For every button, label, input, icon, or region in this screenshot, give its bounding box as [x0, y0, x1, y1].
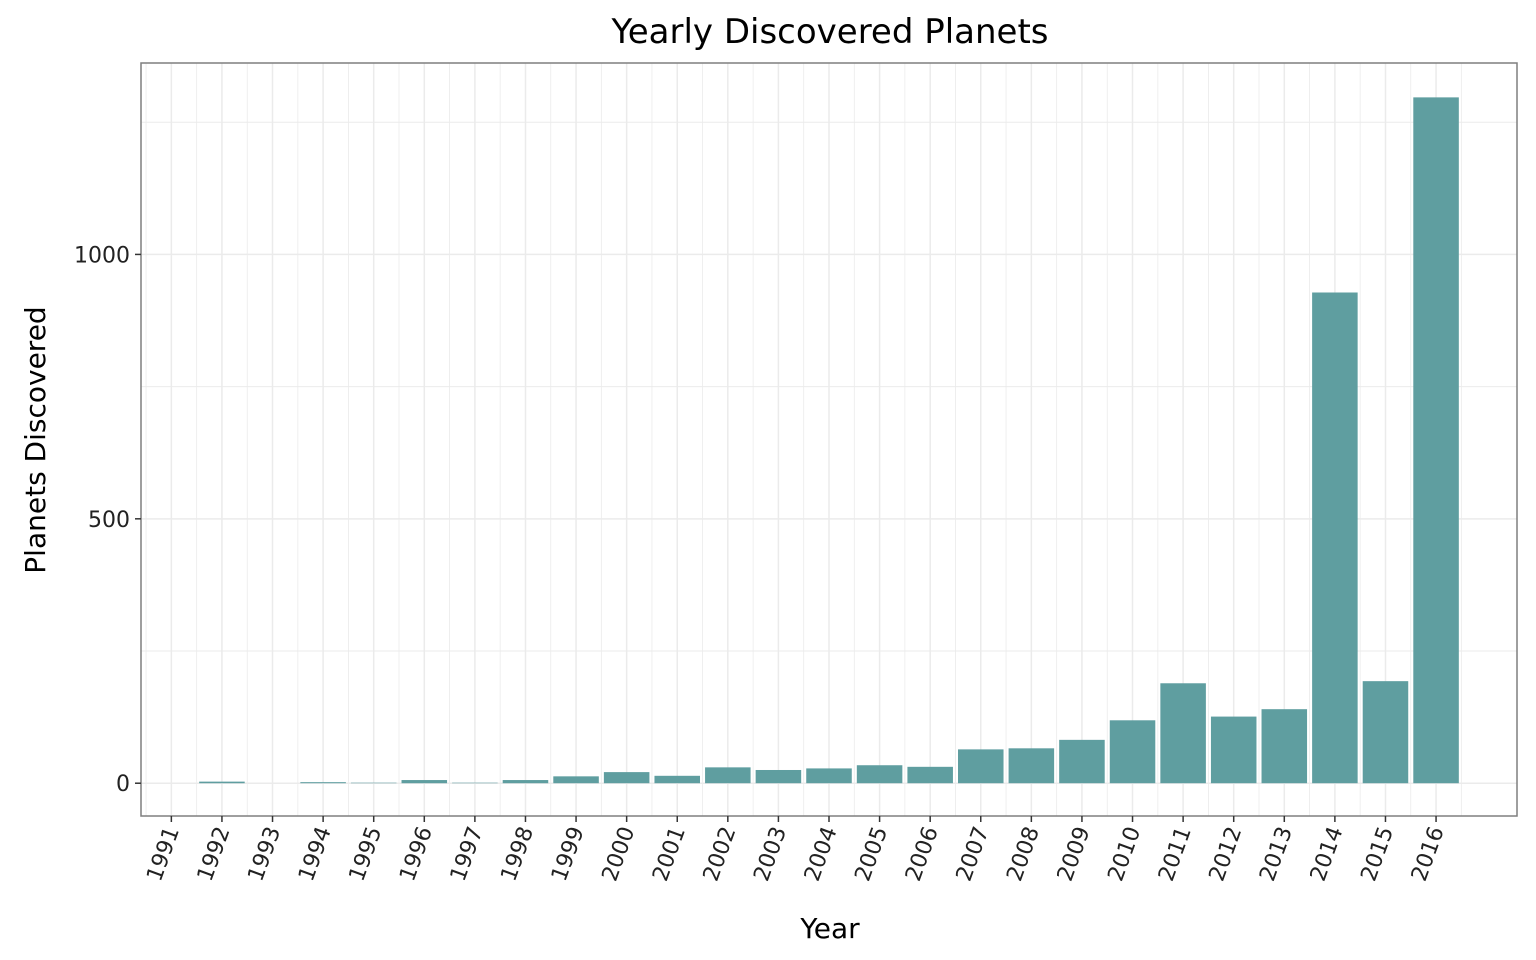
y-axis: 0 500 1000 — [74, 243, 141, 797]
bar-1992 — [199, 781, 245, 784]
x-axis: 1991 1992 1993 1994 1995 1996 1997 1998 1999 2000… — [142, 816, 1450, 885]
x-tick-label: 2011 — [1154, 824, 1197, 885]
bar-2001 — [654, 775, 700, 784]
bar-1999 — [553, 776, 599, 784]
bar-2013 — [1261, 709, 1308, 784]
bar-2005 — [856, 765, 903, 784]
bar-2003 — [755, 769, 802, 784]
y-tick-label: 500 — [88, 508, 130, 533]
x-tick-label: 2010 — [1104, 824, 1147, 885]
bar-1997 — [452, 782, 498, 784]
x-tick-label: 1997 — [446, 824, 489, 885]
bar-2011 — [1160, 683, 1206, 784]
y-tick-label: 1000 — [74, 243, 130, 268]
x-tick-label: 2004 — [800, 824, 843, 885]
x-tick-label: 2016 — [1407, 824, 1450, 885]
x-tick-label: 1999 — [547, 824, 590, 885]
bar-1994 — [300, 782, 346, 784]
x-axis-title: Year — [799, 912, 860, 945]
bar-2007 — [958, 749, 1004, 784]
bars — [199, 97, 1459, 784]
y-tick-label: 0 — [116, 772, 130, 797]
bar-2014 — [1312, 292, 1358, 784]
x-tick-label: 2002 — [699, 824, 742, 885]
x-tick-label: 2001 — [648, 824, 691, 885]
x-tick-label: 2007 — [952, 824, 995, 885]
x-tick-label: 2009 — [1053, 824, 1096, 885]
bar-2010 — [1109, 720, 1156, 784]
x-tick-label: 1998 — [496, 824, 539, 885]
x-tick-label: 2003 — [749, 824, 792, 885]
x-tick-label: 1991 — [142, 824, 185, 885]
bar-1995 — [350, 782, 397, 784]
x-tick-label: 1992 — [193, 824, 236, 885]
grid-lines — [141, 63, 1517, 816]
bar-2015 — [1362, 681, 1409, 784]
x-tick-label: 2000 — [598, 824, 641, 885]
bar-1996 — [401, 780, 448, 784]
x-tick-label: 1995 — [345, 824, 388, 885]
bar-2016 — [1413, 97, 1459, 784]
bar-2012 — [1210, 716, 1257, 784]
bar-1998 — [502, 780, 549, 784]
x-tick-label: 2015 — [1356, 824, 1399, 885]
x-tick-label: 2008 — [1002, 824, 1045, 885]
x-tick-label: 2006 — [901, 824, 944, 885]
chart-title: Yearly Discovered Planets — [610, 12, 1048, 52]
bar-2004 — [806, 768, 852, 784]
x-tick-label: 2012 — [1205, 824, 1248, 885]
x-tick-label: 2014 — [1306, 824, 1349, 885]
bar-2006 — [907, 766, 953, 784]
x-tick-label: 1993 — [244, 824, 287, 885]
bar-2000 — [603, 772, 650, 784]
x-tick-label: 2005 — [851, 824, 894, 885]
x-tick-label: 1996 — [395, 824, 438, 885]
y-axis-title: Planets Discovered — [19, 306, 52, 573]
bar-2009 — [1059, 739, 1105, 784]
bar-2002 — [705, 767, 751, 784]
x-tick-label: 2013 — [1255, 824, 1298, 885]
x-tick-label: 1994 — [294, 824, 337, 885]
bar-2008 — [1008, 748, 1055, 784]
